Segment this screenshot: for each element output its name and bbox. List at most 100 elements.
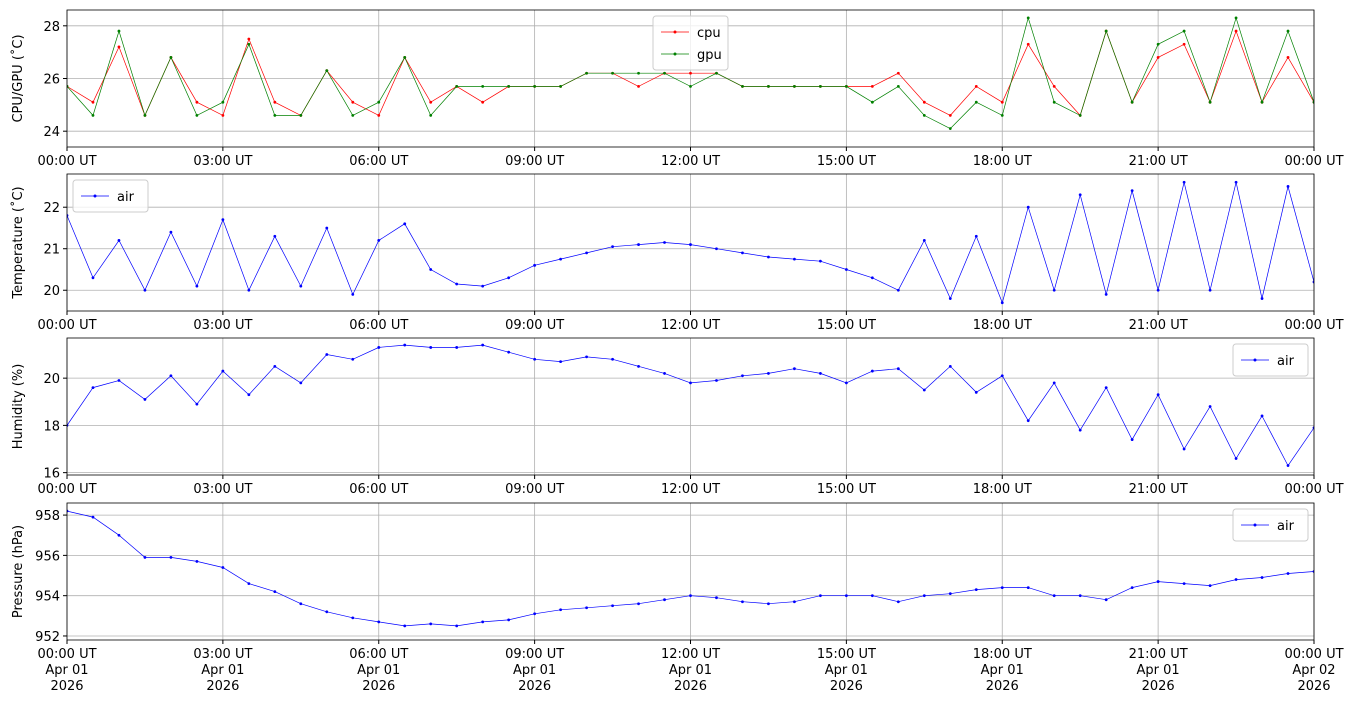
plot-area [67,509,1314,628]
y-axis-label: Temperature (˚C) [10,186,26,299]
data-point [1208,288,1212,292]
legend-marker [1253,523,1257,527]
y-tick-label: 20 [43,372,60,387]
data-point [689,71,692,75]
data-point [1026,419,1030,423]
x-tick-label: 21:00 UT [1129,154,1188,169]
x-tick-label: 15:00 UT [817,482,876,497]
data-point [1260,576,1264,579]
data-point [896,85,900,88]
data-point [1208,100,1212,104]
data-point [1078,193,1082,197]
data-point [896,367,900,371]
data-point [377,100,381,104]
data-point [767,255,770,259]
data-point [507,85,511,88]
data-point [948,127,952,130]
data-point [818,372,822,375]
data-point [922,388,926,392]
legend-box [1232,343,1309,377]
x-tick-label: 21:00 UT Apr 01 2026 [1129,647,1188,694]
data-point [922,239,926,242]
data-point [455,346,459,349]
y-tick-label: 16 [43,467,60,482]
x-tick-label: 15:00 UT [817,154,876,169]
data-point [1130,100,1134,104]
data-point [1104,292,1108,296]
x-tick-label: 03:00 UT [193,154,252,169]
data-point [455,624,459,628]
legend-label: air [1277,354,1295,369]
data-point [818,259,822,263]
x-tick-label: 12:00 UT [661,482,720,497]
x-tick-label: 06:00 UT [349,154,408,169]
data-point [741,600,744,604]
plot-area [67,343,1314,467]
data-point [299,602,303,606]
data-point [1156,42,1160,46]
data-point [870,369,874,373]
data-point [247,288,251,292]
data-point [533,85,537,88]
data-point [637,85,640,88]
data-point [299,113,303,117]
data-point [715,71,718,75]
x-tick-label: 12:00 UT Apr 01 2026 [661,647,720,694]
data-point [844,381,848,385]
data-point [221,100,225,104]
data-point [195,560,199,563]
data-point [1026,42,1030,46]
data-point [481,100,485,104]
data-point [1234,16,1238,20]
data-point [818,594,822,598]
data-point [637,243,640,246]
data-point [273,364,277,368]
data-point [1000,586,1004,590]
data-point [325,610,329,614]
data-point [637,71,640,75]
data-point [663,372,666,375]
x-tick-label: 00:00 UT Apr 01 2026 [37,647,96,694]
legend-label: cpu [697,26,721,41]
data-point [793,600,796,604]
data-point [637,602,640,606]
data-point [663,598,666,602]
data-point [1286,56,1290,59]
data-point [143,555,147,559]
data-point [351,113,355,117]
data-point [429,346,433,349]
data-point [403,56,407,59]
data-point [1052,594,1056,598]
data-point [1130,189,1134,193]
data-point [1052,85,1056,88]
x-tick-label: 12:00 UT [661,154,720,169]
data-point [481,284,485,288]
data-point [377,239,381,242]
data-point [1000,374,1004,378]
data-point [377,113,381,117]
data-point [533,263,537,267]
data-point [325,226,329,230]
data-point [793,257,796,261]
subplot: 00:00 UT 03:00 UT 06:00 UT 09:00 UT 12:00 UT… [10,9,1344,169]
data-point [715,247,718,251]
data-point [1104,29,1108,33]
x-tick-label: 18:00 UT Apr 01 2026 [973,647,1032,694]
data-point [663,71,666,75]
data-point [1182,42,1186,46]
legend-label: air [117,190,135,205]
data-point [1104,598,1108,602]
data-point [1000,113,1004,117]
x-tick-label: 06:00 UT Apr 01 2026 [349,647,408,694]
data-point [195,284,199,288]
data-point [247,582,251,585]
data-point [1052,288,1056,292]
data-point [195,100,199,104]
data-point [870,594,874,598]
data-point [1182,447,1186,451]
data-point [429,113,433,117]
data-point [1234,180,1238,184]
legend-label: gpu [697,48,722,63]
x-tick-label: 15:00 UT Apr 01 2026 [817,647,876,694]
axes-frame [66,9,1315,148]
